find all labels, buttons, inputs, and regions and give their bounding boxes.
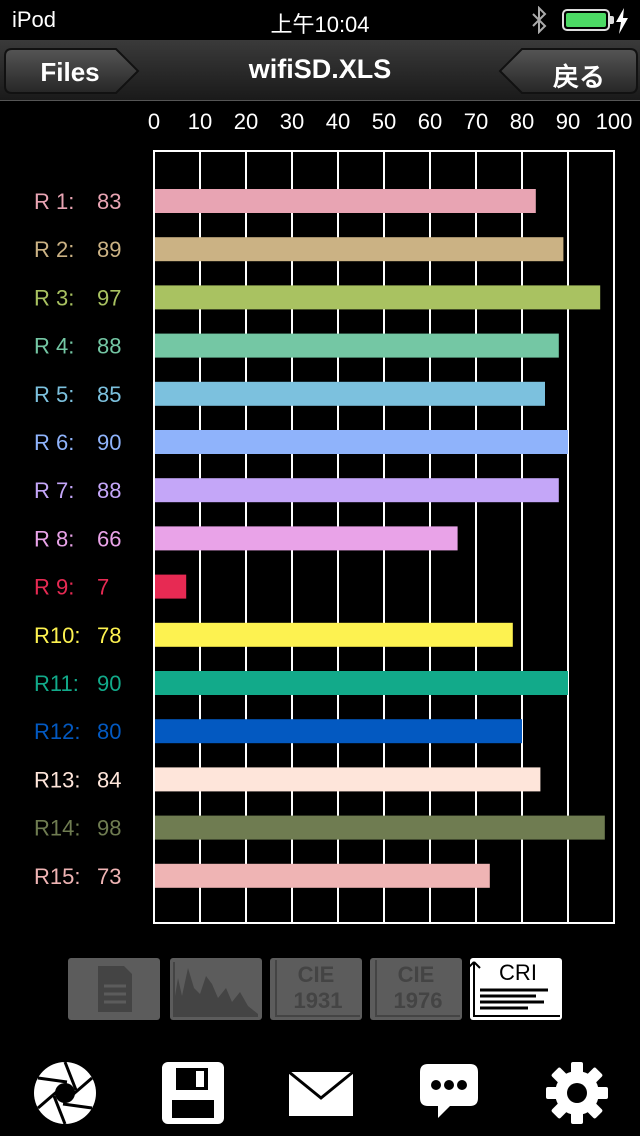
x-tick-label: 50	[372, 109, 396, 134]
row-label: R 1:	[34, 189, 74, 214]
cri-bar	[155, 815, 605, 840]
aperture-icon	[34, 1061, 96, 1125]
value-label: 98	[97, 816, 121, 841]
charging-icon	[616, 8, 628, 34]
value-label: 89	[97, 237, 121, 262]
cri-bar	[155, 189, 536, 213]
cie1976-label-bottom: 1976	[394, 988, 443, 1013]
cri-icon: CRI	[470, 960, 560, 1017]
x-tick-label: 0	[148, 109, 160, 134]
value-label: 83	[97, 189, 121, 214]
value-label: 84	[97, 767, 121, 792]
files-button-label: Files	[40, 57, 100, 87]
cri-bar	[155, 719, 522, 744]
cri-bar	[155, 237, 564, 262]
settings-button[interactable]	[544, 1060, 610, 1126]
cri-bar	[155, 381, 545, 406]
x-tick-label: 100	[596, 109, 633, 134]
row-label: R 9:	[34, 575, 74, 600]
document-icon	[98, 966, 132, 1012]
x-tick-label: 90	[556, 109, 580, 134]
row-label: R 3:	[34, 285, 74, 310]
document-mode-button[interactable]	[68, 958, 160, 1020]
row-label: R14:	[34, 816, 80, 841]
x-tick-label: 40	[326, 109, 350, 134]
cri-label: CRI	[499, 960, 537, 985]
cri-bar	[155, 526, 458, 551]
cri-bar	[155, 767, 541, 792]
cie1931-icon: CIE 1931	[275, 960, 360, 1017]
cri-bar	[155, 478, 559, 503]
cri-bar	[155, 574, 187, 599]
aperture-button[interactable]	[32, 1060, 98, 1126]
cie1976-mode-button[interactable]: CIE 1976	[370, 958, 462, 1020]
row-label: R13:	[34, 767, 80, 792]
back-button[interactable]: 戻る	[498, 48, 638, 94]
value-label: 78	[97, 623, 121, 648]
back-button-label: 戻る	[552, 62, 605, 92]
value-label: 90	[97, 671, 121, 696]
status-time: 上午10:04	[270, 12, 370, 37]
x-tick-label: 10	[188, 109, 212, 134]
chat-button[interactable]	[416, 1060, 482, 1126]
bluetooth-icon	[532, 6, 547, 34]
battery-icon	[562, 9, 614, 31]
spectrum-icon	[173, 962, 258, 1017]
carrier-label: iPod	[12, 7, 57, 32]
cri-bar-chart: 0 10 20 30 40 50 60 70 80 90 100 R 1: 83 R 2: 89 R 3: 9…	[34, 109, 633, 924]
row-label: R 7:	[34, 478, 74, 503]
value-label: 80	[97, 719, 121, 744]
value-label: 73	[97, 864, 121, 889]
cri-mode-button[interactable]: CRI	[470, 958, 562, 1020]
cie1931-mode-button[interactable]: CIE 1931	[270, 958, 362, 1020]
chat-icon	[420, 1064, 478, 1118]
row-label: R 4:	[34, 334, 74, 359]
cri-bar	[155, 430, 568, 454]
navigation-bar: Files wifiSD.XLS 戻る	[0, 40, 640, 101]
cri-bar	[155, 671, 568, 695]
value-label: 7	[97, 575, 109, 600]
page-title: wifiSD.XLS	[248, 54, 392, 84]
row-label: R 5:	[34, 382, 74, 407]
cri-bar	[155, 333, 559, 358]
files-button[interactable]: Files	[4, 48, 140, 94]
chart-frame	[153, 150, 615, 924]
value-label: 88	[97, 334, 121, 359]
x-tick-label: 80	[510, 109, 534, 134]
cri-bar	[155, 285, 601, 310]
gear-icon	[546, 1062, 608, 1124]
x-tick-label: 30	[280, 109, 304, 134]
mode-selector: CIE 1931 CIE 1976 CRI	[0, 958, 640, 1022]
save-icon	[162, 1062, 224, 1124]
row-label: R 8:	[34, 526, 74, 551]
cie1976-label-top: CIE	[398, 962, 435, 987]
value-label: 97	[97, 285, 121, 310]
mail-button[interactable]	[288, 1060, 354, 1126]
row-label: R 2:	[34, 237, 74, 262]
status-bar: iPod 上午10:04	[0, 0, 640, 40]
row-label: R10:	[34, 623, 80, 648]
mail-icon	[288, 1070, 354, 1116]
row-label: R 6:	[34, 430, 74, 455]
cie1931-label-bottom: 1931	[294, 988, 343, 1013]
cie1976-icon: CIE 1976	[375, 960, 460, 1017]
back-button-shape	[498, 48, 638, 94]
row-label: R11:	[34, 671, 79, 696]
cri-bar	[155, 863, 490, 888]
value-label: 88	[97, 478, 121, 503]
bottom-toolbar	[0, 1050, 640, 1136]
files-button-shape	[4, 48, 140, 94]
save-button[interactable]	[160, 1060, 226, 1126]
value-label: 90	[97, 430, 121, 455]
x-tick-label: 70	[464, 109, 488, 134]
cri-bar	[155, 622, 513, 647]
row-label: R12:	[34, 719, 80, 744]
spectrum-mode-button[interactable]	[170, 958, 262, 1020]
cie1931-label-top: CIE	[298, 962, 335, 987]
x-tick-label: 20	[234, 109, 258, 134]
x-tick-label: 60	[418, 109, 442, 134]
value-label: 66	[97, 526, 121, 551]
value-label: 85	[97, 382, 121, 407]
row-label: R15:	[34, 864, 80, 889]
